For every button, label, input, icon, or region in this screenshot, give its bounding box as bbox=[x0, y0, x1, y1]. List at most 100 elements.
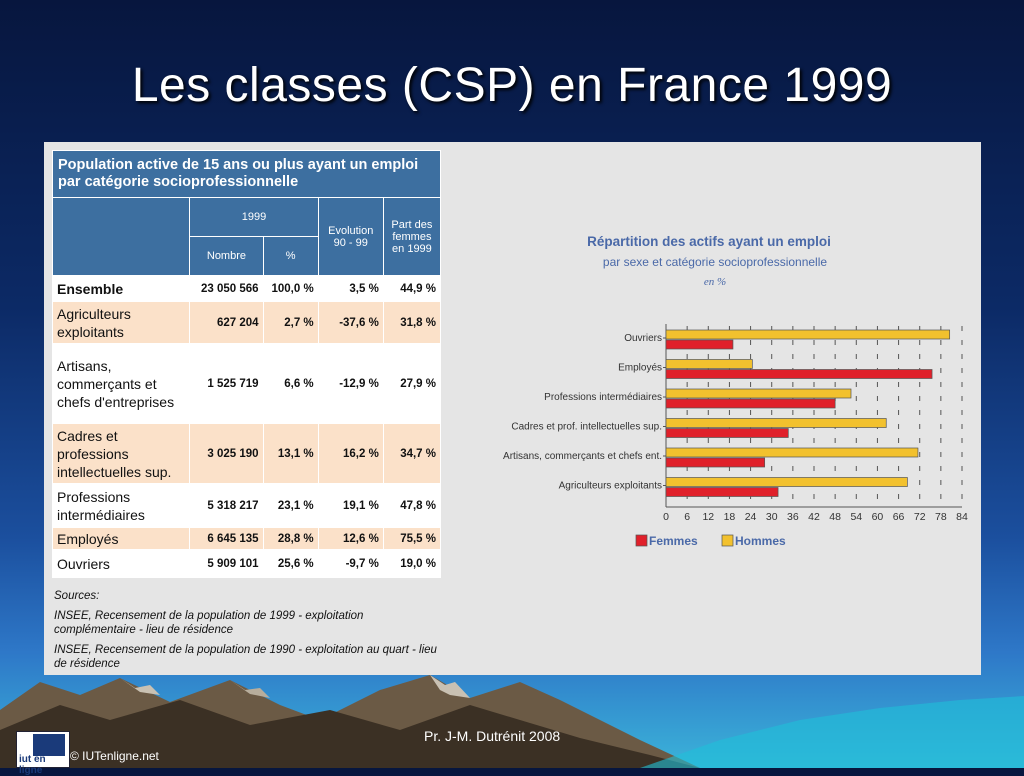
chart-unit: en % bbox=[704, 276, 726, 288]
csp-table: Population active de 15 ans ou plus ayan… bbox=[51, 150, 442, 578]
table-caption: Population active de 15 ans ou plus ayan… bbox=[52, 150, 441, 198]
logo-text: iut en ligne bbox=[19, 754, 46, 776]
x-tick-label: 12 bbox=[702, 511, 714, 523]
x-tick-label: 6 bbox=[684, 511, 690, 523]
cell-pct: 23,1 % bbox=[262, 483, 319, 528]
bar-femmes bbox=[665, 339, 734, 350]
legend-label: Femmes bbox=[649, 534, 698, 548]
x-tick-label: 42 bbox=[808, 511, 820, 523]
cell-pct: 28,8 % bbox=[262, 527, 319, 550]
cell-pct: 2,7 % bbox=[262, 301, 319, 344]
header-pct: % bbox=[262, 236, 319, 276]
x-tick-label: 72 bbox=[914, 511, 926, 523]
cell-evolution: -37,6 % bbox=[317, 301, 384, 344]
cell-evolution: 16,2 % bbox=[317, 423, 384, 484]
row-label: Ensemble bbox=[51, 275, 191, 302]
cell-nombre: 5 909 101 bbox=[189, 549, 264, 578]
cell-part: 31,8 % bbox=[382, 301, 442, 344]
table-row: Ouvriers 5 909 101 25,6 % -9,7 % 19,0 % bbox=[51, 549, 442, 578]
x-tick-label: 0 bbox=[663, 511, 669, 523]
row-label: Agriculteurs exploitants bbox=[51, 301, 191, 344]
bar-hommes bbox=[665, 329, 951, 340]
table-row: Employés 6 645 135 28,8 % 12,6 % 75,5 % bbox=[51, 527, 442, 550]
cell-part: 34,7 % bbox=[382, 423, 442, 484]
x-tick-label: 54 bbox=[850, 511, 862, 523]
copyright-text: © IUTenligne.net bbox=[70, 749, 159, 763]
x-tick-label: 18 bbox=[724, 511, 736, 523]
header-year: 1999 bbox=[189, 197, 319, 237]
category-label: Employés bbox=[618, 363, 662, 374]
bar-femmes bbox=[665, 369, 933, 379]
table-row: Cadres et professions intellectuelles su… bbox=[51, 423, 442, 484]
cell-evolution: 19,1 % bbox=[317, 483, 384, 528]
bar-femmes bbox=[665, 457, 766, 468]
source-1999: INSEE, Recensement de la population de 1… bbox=[54, 610, 364, 636]
cell-part: 19,0 % bbox=[382, 549, 442, 578]
mountain-background bbox=[0, 675, 1024, 768]
chart-subtitle: par sexe et catégorie socioprofessionnel… bbox=[603, 255, 827, 269]
row-label: Employés bbox=[51, 527, 191, 550]
bar-hommes bbox=[665, 359, 753, 369]
legend-swatch bbox=[635, 534, 648, 547]
legend-swatch bbox=[721, 534, 734, 547]
bar-femmes bbox=[665, 428, 789, 438]
cell-evolution: -12,9 % bbox=[317, 343, 384, 424]
iut-logo: iut en ligne bbox=[16, 731, 70, 776]
cell-evolution: 3,5 % bbox=[317, 275, 384, 302]
category-label: Ouvriers bbox=[624, 333, 662, 344]
cell-pct: 25,6 % bbox=[262, 549, 319, 578]
row-label: Ouvriers bbox=[51, 549, 191, 578]
x-tick-label: 84 bbox=[956, 511, 968, 523]
source-1990: INSEE, Recensement de la population de 1… bbox=[54, 644, 437, 670]
header-nombre: Nombre bbox=[189, 236, 264, 276]
header-evolution: Evolution 90 - 99 bbox=[317, 197, 384, 276]
table-row: Professions intermédiaires 5 318 217 23,… bbox=[51, 483, 442, 528]
cell-nombre: 3 025 190 bbox=[189, 423, 264, 484]
cell-part: 75,5 % bbox=[382, 527, 442, 550]
x-tick-label: 48 bbox=[829, 511, 841, 523]
bar-hommes bbox=[665, 447, 919, 458]
table-row: Ensemble 23 050 566 100,0 % 3,5 % 44,9 % bbox=[51, 275, 442, 302]
bar-hommes bbox=[665, 477, 908, 487]
cell-pct: 6,6 % bbox=[262, 343, 319, 424]
cell-part: 44,9 % bbox=[382, 275, 442, 302]
cell-evolution: 12,6 % bbox=[317, 527, 384, 550]
cell-nombre: 6 645 135 bbox=[189, 527, 264, 550]
x-tick-label: 24 bbox=[745, 511, 757, 523]
x-tick-label: 78 bbox=[935, 511, 947, 523]
cell-pct: 100,0 % bbox=[262, 275, 319, 302]
category-label: Artisans, commerçants et chefs ent. bbox=[503, 451, 662, 462]
x-tick-label: 30 bbox=[766, 511, 778, 523]
author-credit: Pr. J-M. Dutrénit 2008 bbox=[424, 728, 561, 744]
category-label: Agriculteurs exploitants bbox=[559, 481, 662, 492]
bar-hommes bbox=[665, 418, 887, 428]
bar-hommes bbox=[665, 388, 852, 399]
row-label: Cadres et professions intellectuelles su… bbox=[51, 423, 191, 484]
sources-block: Sources: INSEE, Recensement de la popula… bbox=[54, 589, 439, 677]
table-row: Artisans, commerçants et chefs d'entrepr… bbox=[51, 343, 442, 424]
slide-title: Les classes (CSP) en France 1999 bbox=[131, 59, 893, 112]
x-tick-label: 66 bbox=[893, 511, 905, 523]
header-part-femmes: Part des femmes en 1999 bbox=[382, 197, 442, 276]
cell-part: 47,8 % bbox=[382, 483, 442, 528]
cell-nombre: 23 050 566 bbox=[189, 275, 264, 302]
cell-evolution: -9,7 % bbox=[317, 549, 384, 578]
row-label: Artisans, commerçants et chefs d'entrepr… bbox=[51, 343, 191, 424]
cell-nombre: 5 318 217 bbox=[189, 483, 264, 528]
table-row: Agriculteurs exploitants 627 204 2,7 % -… bbox=[51, 301, 442, 344]
row-label: Professions intermédiaires bbox=[51, 483, 191, 528]
cell-part: 27,9 % bbox=[382, 343, 442, 424]
x-tick-label: 36 bbox=[787, 511, 799, 523]
header-blank bbox=[51, 197, 191, 276]
bar-chart: Répartition des actifs ayant un emploi p… bbox=[503, 234, 968, 548]
legend-label: Hommes bbox=[735, 534, 786, 548]
category-label: Cadres et prof. intellectuelles sup. bbox=[511, 422, 662, 433]
cell-nombre: 1 525 719 bbox=[189, 343, 264, 424]
cell-pct: 13,1 % bbox=[262, 423, 319, 484]
chart-title: Répartition des actifs ayant un emploi bbox=[587, 234, 831, 249]
x-tick-label: 60 bbox=[872, 511, 884, 523]
bar-femmes bbox=[665, 398, 836, 409]
sources-title: Sources: bbox=[54, 590, 100, 602]
bar-femmes bbox=[665, 487, 779, 497]
category-label: Professions intermédiaires bbox=[544, 392, 662, 403]
